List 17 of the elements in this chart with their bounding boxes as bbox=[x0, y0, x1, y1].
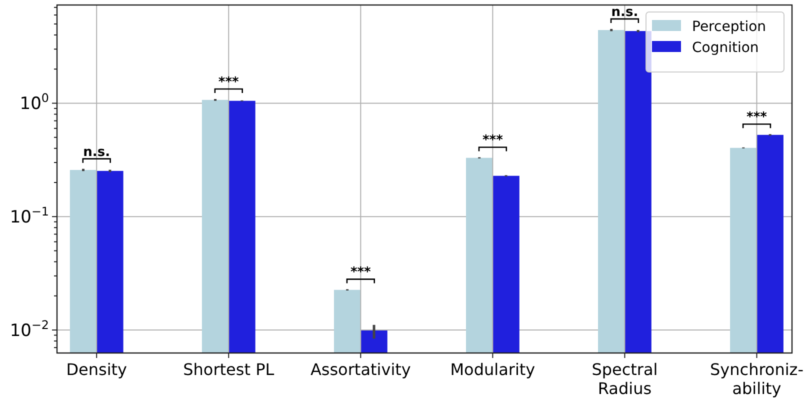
annotation: n.s. bbox=[611, 4, 638, 20]
y-tick-label: 10$^{0}$ bbox=[20, 91, 49, 114]
annotation: *** bbox=[482, 133, 504, 148]
annotation: *** bbox=[350, 265, 372, 280]
annotation: n.s. bbox=[83, 144, 110, 160]
y-tick-label: 10$^{−1}$ bbox=[10, 204, 49, 228]
legend-label: Cognition bbox=[692, 40, 759, 56]
x-tick-label: Modularity bbox=[450, 360, 536, 379]
legend-label: Perception bbox=[692, 19, 766, 35]
x-tick-label: Density bbox=[66, 360, 128, 379]
annotation: *** bbox=[746, 110, 768, 126]
x-tick-label: Assortativity bbox=[310, 360, 411, 379]
y-tick-label: 10$^{−2}$ bbox=[10, 318, 49, 342]
x-tick-label: Synchroniz- ability bbox=[710, 360, 804, 398]
x-tick-label: Spectral Radius bbox=[592, 360, 658, 398]
annotation: *** bbox=[218, 74, 240, 90]
x-tick-label: Shortest PL bbox=[183, 360, 274, 379]
